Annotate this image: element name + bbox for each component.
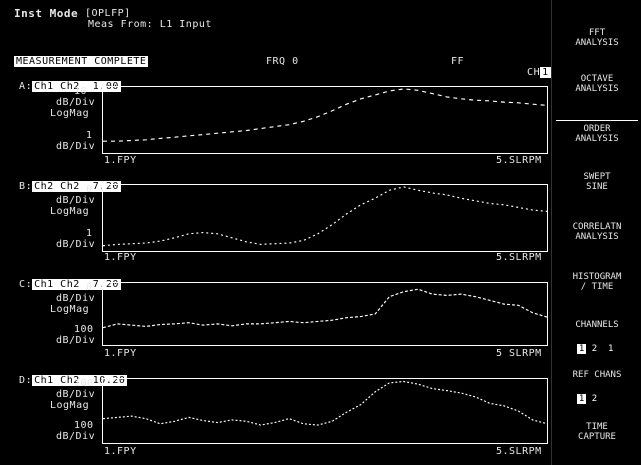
panel-d-plot[interactable]: [102, 378, 548, 444]
panel-b-tag: B:: [19, 181, 33, 192]
panel-c-tag: C:: [19, 279, 33, 290]
panel-a-ylabel: LogMag: [50, 108, 90, 119]
panel-b-ybot: 1: [86, 228, 93, 239]
channel-value: 1: [540, 67, 551, 78]
panel-b-header: B: Ch2 Ch2 7.20: [6, 170, 121, 192]
panel-a-trace: [103, 88, 548, 142]
channel-indicator[interactable]: CH 1: [514, 56, 551, 78]
panel-a-ytop-unit: dB/Div: [56, 97, 96, 108]
meas-from-line: Meas From: L1 Input: [88, 19, 212, 30]
panel-d-ylabel: LogMag: [50, 400, 90, 411]
softkey-histogram-time[interactable]: HISTOGRAM / TIME: [572, 272, 622, 292]
panel-d-ytop: 100: [74, 378, 94, 389]
panel-c-plot[interactable]: [102, 282, 548, 346]
panel-b-ybot-unit: dB/Div: [56, 239, 96, 250]
channel-label: CH: [527, 67, 541, 78]
panel-c-header: C: Ch1 Ch2 7.20: [6, 268, 121, 290]
softkey-octave-analysis[interactable]: OCTAVE ANALYSIS: [575, 74, 619, 94]
softkey-time-capture[interactable]: TIME CAPTURE: [578, 422, 616, 442]
freq-readout: FRQ 0: [266, 56, 299, 67]
panel-d-x-start: 1.FPY: [104, 446, 137, 457]
panel-d-x-end: 5.SLRPM: [496, 446, 542, 457]
softkey-channels-label[interactable]: CHANNELS: [575, 320, 619, 330]
panel-a-ybot-unit: dB/Div: [56, 141, 96, 152]
softkey-correlation-analysis[interactable]: CORRELATN ANALYSIS: [572, 222, 622, 242]
softkey-channels-options[interactable]: 1 2 1: [566, 334, 613, 354]
panel-a-ytop: 10: [74, 86, 88, 97]
ref-chans-option-1[interactable]: 1: [576, 394, 587, 404]
panel-b-trace: [102, 186, 548, 247]
panel-a-x-end: 5.SLRPM: [496, 155, 542, 166]
panel-b-x-end: 5.SLRPM: [496, 252, 542, 263]
inst-mode-label: Inst Mode: [14, 7, 79, 20]
panel-b-x-start: 1.FPY: [104, 252, 137, 263]
panel-d-tag: D:: [19, 375, 33, 386]
panel-a-plot[interactable]: [102, 86, 548, 154]
panel-d-ytop-unit: dB/Div: [56, 389, 96, 400]
panel-d-ybot: 100: [74, 420, 94, 431]
panel-b-ylabel: LogMag: [50, 206, 90, 217]
panel-c-title: Ch1 Ch2 7.20: [32, 279, 121, 290]
softkey-ref-chans-options[interactable]: 1 2: [566, 384, 597, 404]
softkey-order-analysis[interactable]: ORDER ANALYSIS: [556, 120, 638, 144]
panel-d-title: Ch1 Ch2 10.20: [32, 375, 128, 386]
panel-c-x-end: 5 SLRPM: [496, 348, 542, 359]
softkey-fft-analysis[interactable]: FFT ANALYSIS: [575, 28, 619, 48]
panel-c-ybot: 100: [74, 324, 94, 335]
channels-option-3[interactable]: 1: [607, 344, 614, 354]
panel-c-ylabel: LogMag: [50, 304, 90, 315]
panel-a-tag: A:: [19, 81, 33, 92]
panel-b-title: Ch2 Ch2 7.20: [32, 181, 121, 192]
softkey-ref-chans-label[interactable]: REF CHANS: [572, 370, 622, 380]
measurement-status: MEASUREMENT COMPLETE: [14, 56, 149, 67]
panel-d-header: D: Ch1 Ch2 10.20: [6, 364, 128, 386]
channels-option-1[interactable]: 1: [576, 344, 587, 354]
softkey-divider: [551, 0, 552, 465]
ref-chans-option-2[interactable]: 2: [591, 394, 598, 404]
panel-c-ytop: 0: [86, 282, 93, 293]
panel-d-trace: [102, 380, 548, 426]
ff-readout: FF: [451, 56, 465, 67]
panel-b-ytop: 0: [86, 184, 93, 195]
panel-d-ybot-unit: dB/Div: [56, 431, 96, 442]
softkey-swept-sine[interactable]: SWEPT SINE: [583, 172, 611, 192]
inst-mode-value: [OPLFP]: [85, 8, 131, 19]
panel-c-ytop-unit: dB/Div: [56, 293, 96, 304]
panel-c-trace: [102, 288, 548, 329]
panel-c-x-start: 1.FPY: [104, 348, 137, 359]
panel-a-x-start: 1.FPY: [104, 155, 137, 166]
channels-option-2[interactable]: 2: [591, 344, 598, 354]
panel-b-plot[interactable]: [102, 184, 548, 252]
panel-a-ybot: 1: [86, 130, 93, 141]
panel-c-ybot-unit: dB/Div: [56, 335, 96, 346]
panel-b-ytop-unit: dB/Div: [56, 195, 96, 206]
